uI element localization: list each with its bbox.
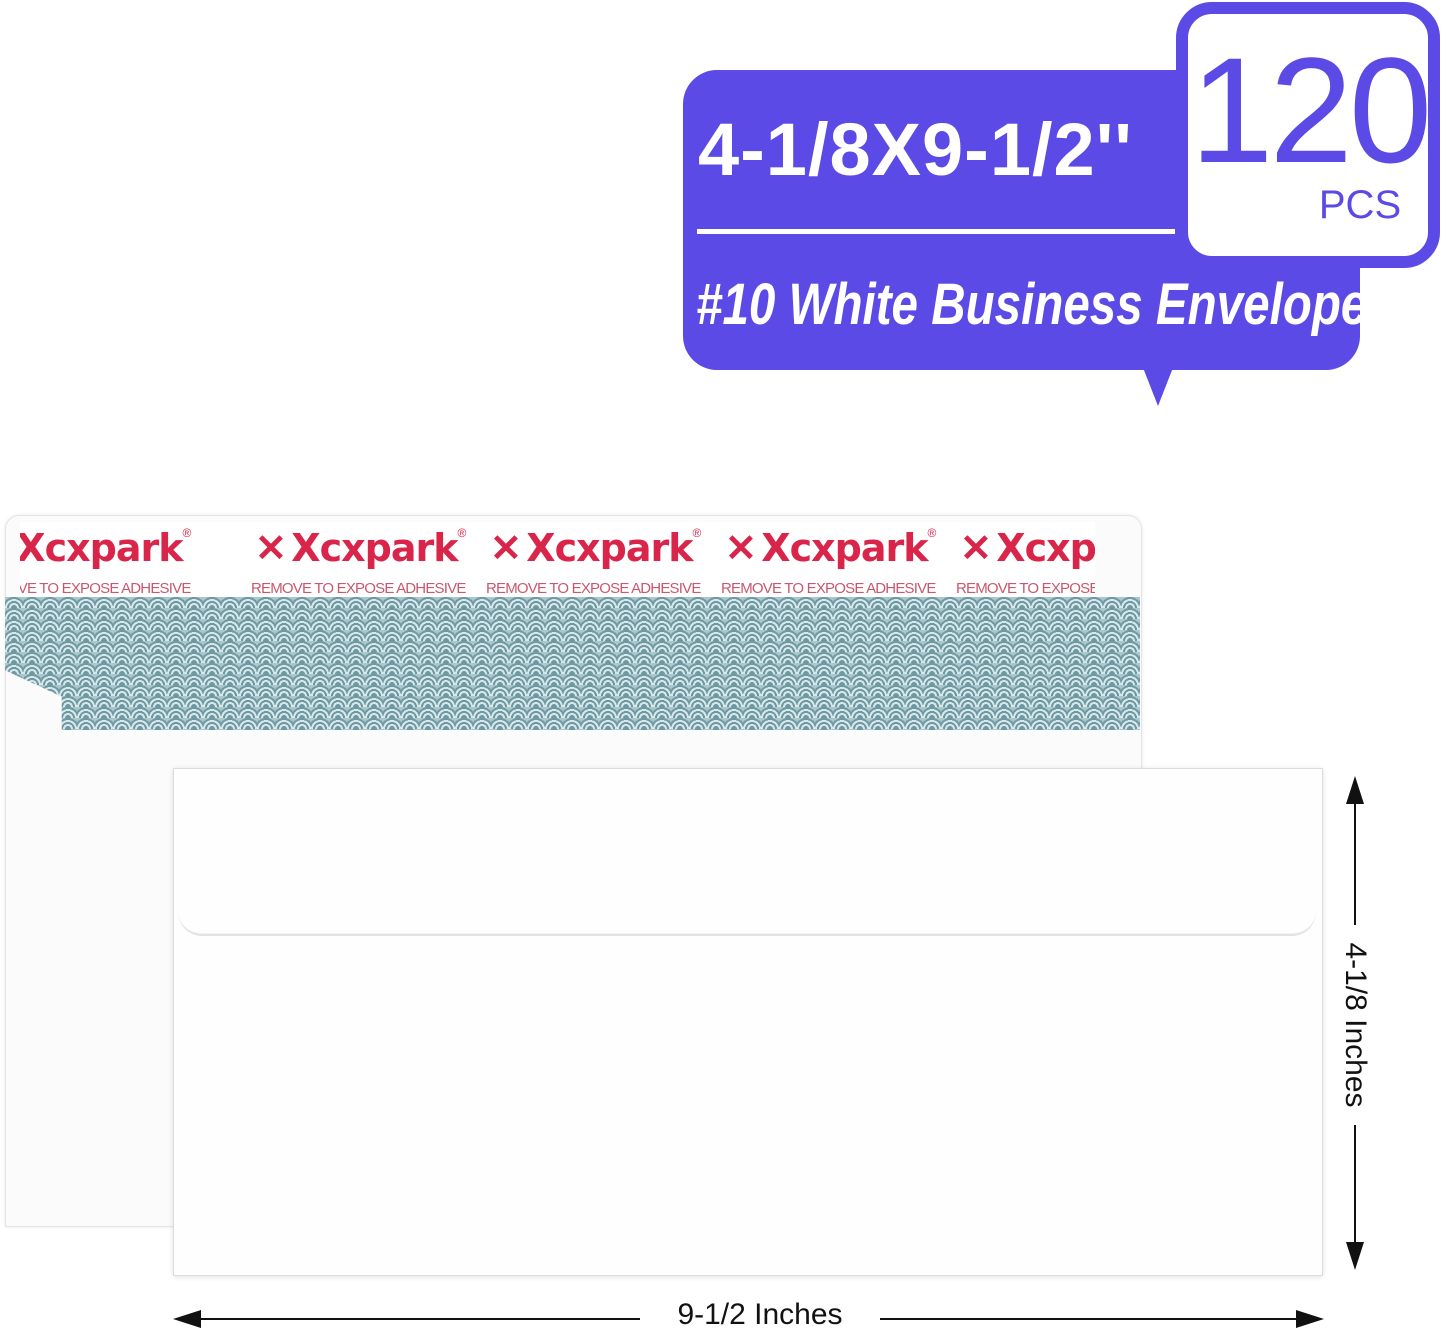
envelope-size-text: 4-1/8X9-1/2'' <box>698 108 1133 191</box>
quantity-box <box>1176 2 1440 268</box>
front-envelope-closed <box>173 768 1323 1276</box>
height-label: 4-1/8 Inches <box>1338 925 1372 1125</box>
width-label: 9-1/2 Inches <box>640 1298 880 1332</box>
arrow-down-icon <box>1346 1242 1364 1270</box>
strip-note: REMOVE TO EXPOSE ADHESIVE <box>486 580 701 597</box>
badge-divider <box>697 229 1175 234</box>
arrow-right-icon <box>1296 1310 1324 1328</box>
strip-note: REMOVE TO EXPOSE ADHESIVE <box>251 580 466 597</box>
quantity-number: 120 <box>1190 26 1432 194</box>
arrow-up-icon <box>1346 776 1364 804</box>
registered-mark: ® <box>457 526 467 540</box>
strip-logo: ✕ Xcxpark®REMOVE TO EXPOSE ADHESIVE <box>20 526 215 597</box>
strip-logo: ✕ Xcxpark® REMOVE TO EXPOSE ADHESIVE <box>486 526 725 597</box>
brand-x-icon: ✕ <box>725 528 757 570</box>
strip-note: REMOVE TO EXPOSE ADHESIVE <box>721 580 936 597</box>
security-tint-pattern <box>5 597 1140 730</box>
registered-mark: ® <box>182 526 192 540</box>
registered-mark: ® <box>692 526 702 540</box>
quantity-unit: PCS <box>1318 183 1402 227</box>
strip-logo: ✕ Xcxpark®REMOVE TO EXPOSE ADHESIVE <box>956 526 1095 597</box>
badge-pointer <box>1140 360 1176 406</box>
brand-name: Xcxpark <box>761 526 928 570</box>
envelope-flap <box>178 772 1316 936</box>
product-name-text: #10 White Business Envelopes <box>696 272 1394 337</box>
brand-x-icon: ✕ <box>255 528 287 570</box>
strip-note: REMOVE TO EXPOSE ADHESIVE <box>20 580 191 597</box>
strip-note: REMOVE TO EXPOSE ADHESIVE <box>956 580 1095 597</box>
brand-x-icon: ✕ <box>490 528 522 570</box>
brand-x-icon: ✕ <box>960 528 992 570</box>
brand-name: Xcxpark <box>291 526 458 570</box>
brand-name: Xcxpark <box>526 526 693 570</box>
adhesive-release-strip: ✕ Xcxpark®REMOVE TO EXPOSE ADHESIVE ✕ Xc… <box>20 522 1095 600</box>
arrow-left-icon <box>173 1310 201 1328</box>
registered-mark: ® <box>927 526 937 540</box>
brand-name: Xcxpark <box>20 526 184 570</box>
strip-logo: ✕ Xcxpark® REMOVE TO EXPOSE ADHESIVE <box>721 526 960 597</box>
brand-name: Xcxpark <box>996 526 1095 570</box>
strip-logo: ✕ Xcxpark® REMOVE TO EXPOSE ADHESIVE <box>251 526 490 597</box>
